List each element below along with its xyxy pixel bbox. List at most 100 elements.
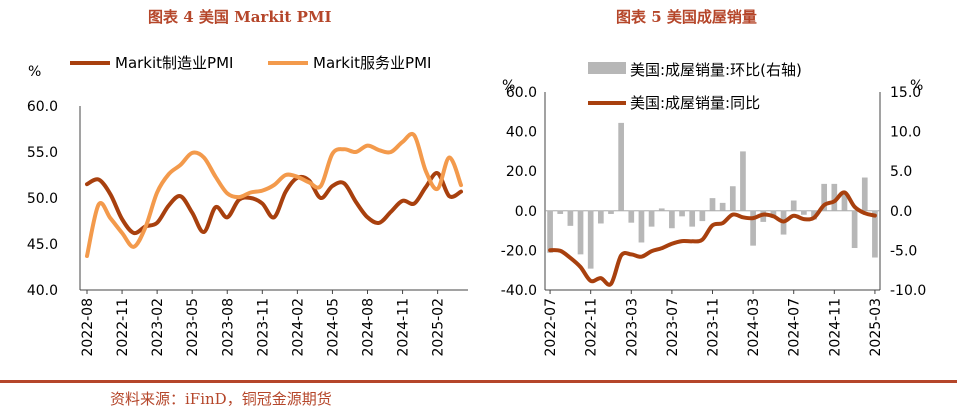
- mom-bar: [719, 202, 726, 211]
- data-point: [690, 240, 694, 243]
- data-point: [436, 187, 439, 190]
- mom-bar: [648, 210, 655, 227]
- data-point: [630, 253, 633, 256]
- data-point: [226, 216, 229, 219]
- data-point: [319, 184, 322, 188]
- data-point: [249, 196, 252, 200]
- x-tick-label: 2024-11: [827, 298, 843, 357]
- data-point: [284, 173, 287, 177]
- data-point: [660, 247, 663, 250]
- left-y-tick-label: 60.0: [506, 85, 537, 101]
- data-point: [401, 140, 404, 144]
- mom-bar: [679, 210, 685, 217]
- y-tick-label: 60.0: [27, 99, 58, 115]
- data-point: [670, 242, 674, 245]
- chart-title-left: 图表 4 美国 Markit PMI: [148, 8, 332, 26]
- right-y-tick-label: 10.0: [890, 125, 921, 141]
- mom-bar: [597, 210, 604, 224]
- source-note: 资料来源：iFinD，铜冠金源期货: [110, 390, 332, 408]
- mom-bar: [547, 210, 553, 253]
- x-tick-label: 2023-02: [150, 298, 166, 357]
- x-tick-label: 2023-11: [706, 298, 722, 357]
- right-y-tick-label: 15.0: [890, 85, 921, 101]
- x-tick-label: 2024-03: [746, 298, 762, 357]
- data-point: [792, 214, 795, 217]
- data-point: [843, 191, 846, 194]
- mom-bar: [608, 210, 614, 214]
- pmi-line-chart: % 60.0 55.0 50.0 45.0 40.0 2022-08 2022-11 2023-…: [27, 54, 468, 357]
- data-point: [680, 239, 684, 243]
- data-point: [579, 265, 582, 269]
- data-point: [155, 221, 159, 225]
- data-point: [377, 148, 381, 152]
- data-point: [424, 170, 428, 173]
- left-y-tick-label: 40.0: [506, 125, 537, 141]
- legend-label-bar: 美国:成屋销量:环比(右轴): [630, 61, 802, 79]
- data-point: [331, 152, 334, 156]
- y-tick-label: 55.0: [27, 145, 58, 161]
- data-point: [85, 254, 89, 258]
- data-point: [331, 184, 334, 188]
- data-point: [599, 276, 603, 280]
- data-point: [741, 216, 745, 219]
- left-y-tick-label: 0.0: [515, 204, 537, 220]
- data-point: [97, 203, 100, 206]
- x-tick-label: 2024-07: [787, 298, 803, 357]
- data-point: [97, 178, 100, 181]
- data-point: [179, 163, 182, 167]
- data-point: [144, 226, 147, 229]
- home-sales-combo-chart: % %60.040.020.00.0-20.0-40.015.010.05.00.…: [501, 61, 926, 357]
- x-tick-label: 2024-02: [290, 298, 306, 357]
- data-point: [179, 194, 182, 198]
- mom-bar: [851, 210, 858, 249]
- x-tick-label: 2025-02: [431, 298, 447, 357]
- mom-bar: [638, 210, 645, 243]
- x-tick-label: 2023-05: [185, 298, 201, 357]
- x-tick-label: 2023-11: [255, 298, 271, 357]
- mom-bar: [790, 200, 797, 211]
- data-point: [342, 182, 346, 185]
- left-y-tick-label: -40.0: [501, 283, 537, 299]
- data-point: [640, 255, 643, 258]
- data-point: [812, 216, 816, 219]
- mom-bar: [709, 198, 716, 211]
- mom-bar: [750, 210, 756, 246]
- right-axis-unit: %: [910, 78, 923, 94]
- data-point: [354, 150, 358, 154]
- data-point: [751, 216, 755, 220]
- data-point: [342, 148, 346, 151]
- right-y-tick-label: -10.0: [890, 283, 926, 299]
- mom-bar: [801, 210, 807, 215]
- y-axis-unit: %: [28, 64, 41, 80]
- x-tick-label: 2022-11: [115, 298, 131, 357]
- data-point: [863, 211, 866, 215]
- data-point: [307, 181, 311, 184]
- x-tick-label: 2024-05: [325, 298, 341, 357]
- data-point: [296, 175, 299, 179]
- data-point: [459, 190, 463, 193]
- y-tick-label: 45.0: [27, 237, 58, 253]
- legend-swatch-bar: [588, 62, 626, 74]
- mom-bar: [821, 183, 828, 211]
- x-tick-label: 2023-08: [220, 298, 236, 357]
- data-point: [822, 203, 826, 207]
- x-tick-label: 2022-11: [584, 298, 600, 357]
- data-point: [772, 215, 775, 218]
- data-point: [237, 195, 241, 199]
- data-point: [448, 156, 451, 159]
- data-point: [319, 196, 322, 200]
- x-tick-label: 2022-08: [80, 298, 96, 357]
- data-point: [109, 217, 112, 220]
- x-tick-label: 2023-03: [624, 298, 640, 357]
- data-point: [214, 206, 217, 209]
- data-point: [249, 191, 252, 194]
- data-point: [548, 249, 552, 252]
- data-point: [389, 150, 393, 154]
- data-point: [721, 221, 724, 225]
- mom-bar: [567, 210, 574, 226]
- data-point: [459, 183, 463, 187]
- mom-bar: [587, 210, 594, 269]
- left-y-tick-label: 20.0: [506, 164, 537, 180]
- data-point: [853, 205, 856, 209]
- mom-bar: [618, 122, 624, 211]
